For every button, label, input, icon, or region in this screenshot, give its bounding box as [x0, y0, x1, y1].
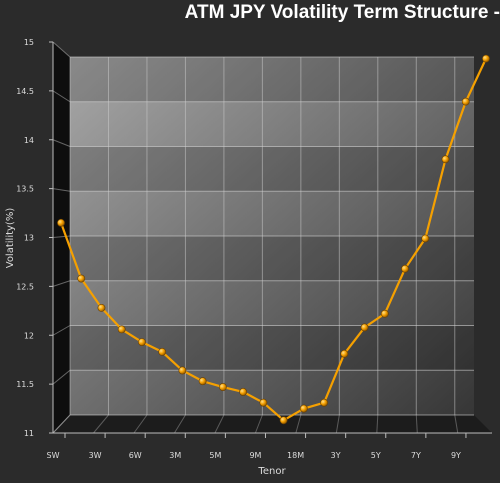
- grid-line-side: [52, 41, 71, 58]
- series-line: [59, 58, 487, 422]
- grid-line-side: [52, 235, 71, 238]
- y-ticks: 11 11.5 12 12.5 13 13.5 14 14.5 15: [16, 38, 53, 438]
- y-tick-label: 13: [24, 234, 34, 243]
- grid-line-side: [52, 325, 71, 336]
- grid-line-floor: [295, 414, 302, 434]
- grid-line-floor: [454, 414, 459, 434]
- plot-floor: [53, 415, 492, 433]
- x-tick-label: 18M: [287, 451, 304, 460]
- data-point: [421, 234, 430, 243]
- data-point: [360, 323, 369, 332]
- plot-bands: [70, 57, 474, 371]
- grid-line-side: [52, 90, 71, 103]
- data-point: [57, 218, 65, 227]
- grid-lines: [52, 41, 474, 434]
- data-point: [461, 97, 470, 106]
- y-tick-label: 14.5: [16, 87, 34, 96]
- data-point: [219, 383, 227, 391]
- plot-band: [70, 146, 474, 192]
- grid-line-floor: [214, 414, 225, 434]
- y-tick-label: 12: [24, 331, 34, 340]
- x-ticks: SW 3W 6W 3M 5M 9M 18M 3Y 5Y 7Y 9Y: [47, 433, 467, 460]
- grid-line-floor: [254, 414, 263, 434]
- x-tick-label: 9M: [249, 451, 261, 460]
- x-tick-label: 6W: [129, 451, 142, 460]
- grid-line-side: [52, 280, 71, 287]
- data-point: [198, 377, 207, 386]
- x-tick-label: 7Y: [411, 451, 421, 460]
- x-tick-label: 3W: [89, 451, 102, 460]
- y-tick-label: 11: [24, 429, 34, 438]
- y-tick-label: 12.5: [16, 282, 34, 291]
- data-point: [138, 338, 146, 346]
- grid-line-floor: [335, 414, 340, 434]
- data-point: [117, 325, 126, 334]
- grid-line-side: [52, 188, 71, 192]
- data-point: [178, 366, 187, 375]
- data-point: [77, 274, 86, 283]
- data-point: [299, 404, 308, 413]
- grid-line-side: [52, 369, 71, 385]
- grid-line-floor: [133, 414, 148, 434]
- x-tick-label: 3M: [169, 451, 181, 460]
- grid-line-side: [52, 139, 71, 147]
- y-tick-label: 14: [24, 136, 34, 145]
- plot-side-wall: [53, 42, 70, 433]
- data-point: [320, 398, 328, 407]
- x-tick-label: 5Y: [371, 451, 381, 460]
- data-point: [380, 309, 389, 318]
- grid-line-floor: [93, 414, 109, 434]
- plot-band: [70, 325, 474, 371]
- x-tick-label: 3Y: [331, 451, 341, 460]
- data-point: [482, 54, 490, 63]
- x-tick-label: SW: [47, 451, 60, 460]
- x-tick-label: 5M: [209, 451, 221, 460]
- y-tick-label: 15: [24, 38, 34, 47]
- y-tick-label: 13.5: [16, 185, 34, 194]
- x-axis-title: Tenor: [257, 466, 286, 477]
- y-tick-label: 11.5: [16, 380, 34, 389]
- grid-line-floor: [376, 414, 379, 434]
- chart-title: ATM JPY Volatility Term Structure -: [184, 2, 500, 23]
- data-point: [340, 349, 349, 358]
- data-point: [279, 416, 288, 425]
- grid-line-floor: [52, 414, 71, 434]
- plot-band: [70, 236, 474, 281]
- grid-line-floor: [415, 414, 418, 434]
- series-points: [57, 54, 490, 425]
- y-axis-title: Volatility(%): [5, 208, 16, 269]
- x-tick-label: 9Y: [451, 451, 461, 460]
- grid-line-side: [52, 414, 71, 434]
- data-point: [97, 303, 106, 312]
- data-point: [158, 347, 167, 356]
- data-point: [441, 155, 450, 164]
- plot-band: [70, 57, 474, 102]
- grid-line-floor: [174, 414, 186, 434]
- data-point: [239, 388, 248, 396]
- data-point: [401, 264, 409, 273]
- data-point: [259, 398, 268, 407]
